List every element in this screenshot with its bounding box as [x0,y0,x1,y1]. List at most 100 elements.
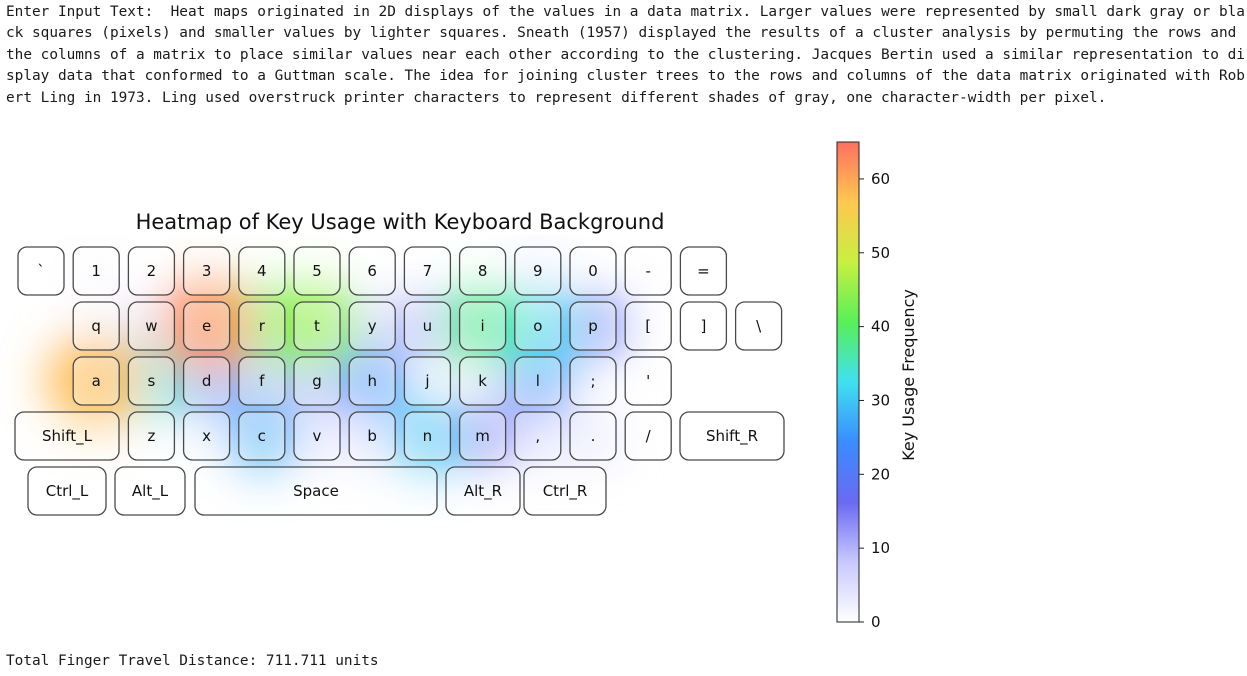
key-3: 3 [182,246,231,296]
key-cap [458,301,507,351]
key-w: w [127,301,176,351]
colorbar-tick-label: 30 [871,391,890,409]
key-cap [514,411,562,461]
key-cap [458,356,507,406]
key-label: i [481,317,485,335]
colorbar-tick-label: 50 [871,244,890,262]
key-label: - [645,262,650,280]
key-x93: ] [679,301,728,351]
keyboard-keys: ` 1 2 3 4 5 6 7 8 9 0 - = q w e r t y u i o p [] \ a s d f g h j k l; ' Shi… [14,246,785,516]
key-cap [734,301,783,351]
key-cap [569,411,617,461]
key-cap [403,246,452,296]
colorbar-tick-label: 20 [871,465,890,483]
key-label: 8 [478,262,488,280]
key-6: 6 [348,246,396,296]
key-label: x [202,427,211,445]
key-x47: / [624,411,672,461]
key-shiftx95l: Shift_L [14,411,120,461]
key-k: k [458,356,507,406]
key-cap [14,411,120,461]
key-x46: . [569,411,617,461]
key-cap [514,356,562,406]
key-cap [569,301,617,351]
key-g: g [293,356,341,406]
key-cap [293,356,341,406]
key-cap [458,246,507,296]
key-s: s [127,356,176,406]
key-7: 7 [403,246,452,296]
colorbar: 0 10 20 30 40 50 60 Key Usage Frequency [836,141,918,631]
input-text-line: Enter Input Text: Heat maps originated i… [6,2,1246,109]
key-cap [72,356,120,406]
key-cap [679,301,728,351]
key-1: 1 [72,246,120,296]
key-cap [624,246,672,296]
key-label: \ [756,317,762,335]
key-cap [293,301,341,351]
heat-spot [156,276,257,376]
key-label: ] [700,317,706,335]
key-u: u [403,301,452,351]
key-label: ; [590,372,595,390]
colorbar-tick-label: 60 [871,170,890,188]
key-x96: ` [17,246,65,296]
heat-spot [556,289,630,363]
key-x45: - [624,246,672,296]
key-label: o [533,317,542,335]
key-cap [348,246,396,296]
key-d: d [182,356,231,406]
key-4: 4 [238,246,286,296]
key-cap [445,466,521,516]
distance-prefix: Total Finger Travel Distance: [6,653,266,669]
key-m: m [458,411,507,461]
key-cap [127,411,176,461]
key-cap [27,466,107,516]
key-label: [ [645,317,651,335]
key-cap [348,411,396,461]
key-label: 4 [257,262,267,280]
key-y: y [348,301,396,351]
key-cap [403,356,452,406]
key-0: 0 [569,246,617,296]
key-cap [679,411,785,461]
key-shiftx95r: Shift_R [679,411,785,461]
heat-spot [271,280,363,372]
key-altx95r: Alt_R [445,466,521,516]
key-cap [182,356,231,406]
key-label: f [259,372,265,390]
key-label: e [202,317,211,335]
heat-spot [447,400,519,472]
input-prompt: Enter Input Text: [6,4,171,20]
key-h: h [348,356,396,406]
key-cap [348,301,396,351]
key-cap [238,356,286,406]
key-label: h [367,372,377,390]
key-cap [72,246,120,296]
colorbar-label: Key Usage Frequency [899,289,918,461]
key-cap [238,301,286,351]
key-cap [458,411,507,461]
key-label: n [423,427,433,445]
key-label: 9 [533,262,543,280]
key-label: 5 [312,262,322,280]
key-cap [293,411,341,461]
key-cap [72,301,120,351]
key-label: d [202,372,212,390]
key-x: x [182,411,231,461]
key-label: j [424,372,429,390]
key-cap [238,411,286,461]
key-label: m [475,427,490,445]
key-z: z [127,411,176,461]
key-cap [569,356,617,406]
key-j: j [403,356,452,406]
key-label: 6 [367,262,377,280]
colorbar-tick-label: 40 [871,318,890,336]
key-e: e [182,301,231,351]
key-8: 8 [458,246,507,296]
key-cap [514,301,562,351]
key-label: a [92,372,101,390]
key-v: v [293,411,341,461]
key-label: / [646,427,652,445]
key-l: l [514,356,562,406]
